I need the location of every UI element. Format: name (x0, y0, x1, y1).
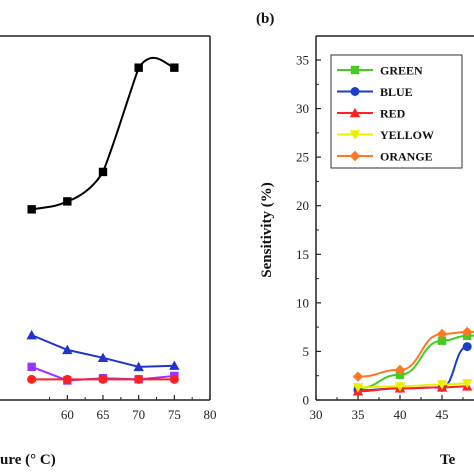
left-x-axis-label: ure (° C) (0, 452, 56, 468)
left-series-group (26, 56, 180, 385)
right-y-tick-label: 10 (296, 295, 309, 310)
legend-label: YELLOW (380, 128, 434, 142)
right-y-tick-label: 25 (296, 150, 309, 165)
panel-label-b: (b) (256, 11, 274, 27)
left-series-line (31, 334, 175, 368)
legend-label: ORANGE (380, 150, 433, 164)
legend-swatch-marker (350, 65, 360, 75)
left-series-marker (133, 361, 144, 372)
left-series-marker (134, 374, 144, 384)
right-series-marker (462, 326, 473, 338)
right-series-marker (436, 380, 448, 390)
right-series-marker (394, 364, 406, 376)
right-x-axis-label: Te (440, 452, 456, 468)
legend-label: GREEN (380, 64, 423, 78)
right-y-tick-label: 35 (296, 53, 309, 68)
left-series-marker (98, 374, 108, 384)
right-series-marker (352, 371, 364, 382)
left-series-marker (27, 205, 36, 214)
right-x-tick-label: 30 (310, 407, 323, 422)
legend-swatch-marker (349, 130, 361, 140)
right-series-line (357, 385, 468, 393)
left-series-marker (63, 197, 72, 206)
left-series-marker (97, 352, 109, 362)
left-x-tick-label: 80 (204, 407, 217, 422)
right-y-tick-label: 20 (296, 198, 309, 213)
right-series-line (357, 382, 468, 389)
left-series-marker (170, 63, 179, 72)
left-series-line (31, 56, 175, 211)
right-y-tick-label: 15 (296, 247, 309, 262)
right-series-marker (394, 382, 406, 392)
right-series-group (352, 326, 474, 396)
right-x-tick-label: 40 (394, 407, 407, 422)
legend-swatch-marker (349, 107, 361, 118)
left-series-marker (98, 167, 108, 177)
legend-swatch-marker (349, 150, 361, 162)
left-series-marker (62, 344, 73, 355)
left-panel: 60 65 70 75 80 ure (° C) (0, 35, 217, 468)
legend-label: RED (380, 107, 406, 121)
left-x-tick-label: 75 (168, 407, 181, 422)
right-x-tick-label: 45 (436, 407, 449, 422)
right-series-marker (352, 383, 364, 393)
right-series-marker (437, 336, 447, 345)
right-y-tick-label: 30 (296, 101, 309, 116)
left-series-marker (134, 63, 143, 72)
left-series-marker (169, 374, 179, 384)
legend: GREEN BLUE RED YELLOW ORANGE (330, 54, 463, 169)
right-y-ticks: 0 5 10 15 20 25 30 35 (296, 53, 321, 408)
legend-label: BLUE (380, 85, 413, 99)
legend-swatch-marker (350, 87, 360, 96)
right-series-marker (462, 379, 473, 389)
right-x-ticks: 30 35 40 45 (310, 395, 464, 422)
right-y-axis-label: Sensitivity (%) (259, 182, 275, 277)
left-series-marker (62, 374, 72, 384)
right-series-marker (462, 342, 472, 352)
right-y-tick-label: 0 (303, 393, 310, 408)
left-series-marker (27, 374, 37, 384)
right-x-tick-label: 35 (352, 407, 365, 422)
left-x-ticks: 60 65 70 75 80 (49, 395, 217, 422)
right-series-marker (436, 328, 448, 340)
left-x-tick-label: 70 (132, 407, 145, 422)
right-panel: (b) 30 35 40 45 0 5 10 15 20 25 30 35 Sensitivity … (256, 11, 474, 468)
left-x-tick-label: 60 (61, 407, 74, 422)
left-series-marker (26, 329, 37, 340)
right-y-tick-label: 5 (303, 344, 310, 359)
left-series-marker (27, 362, 36, 372)
left-series-marker (169, 360, 180, 370)
left-x-tick-label: 65 (97, 407, 110, 422)
